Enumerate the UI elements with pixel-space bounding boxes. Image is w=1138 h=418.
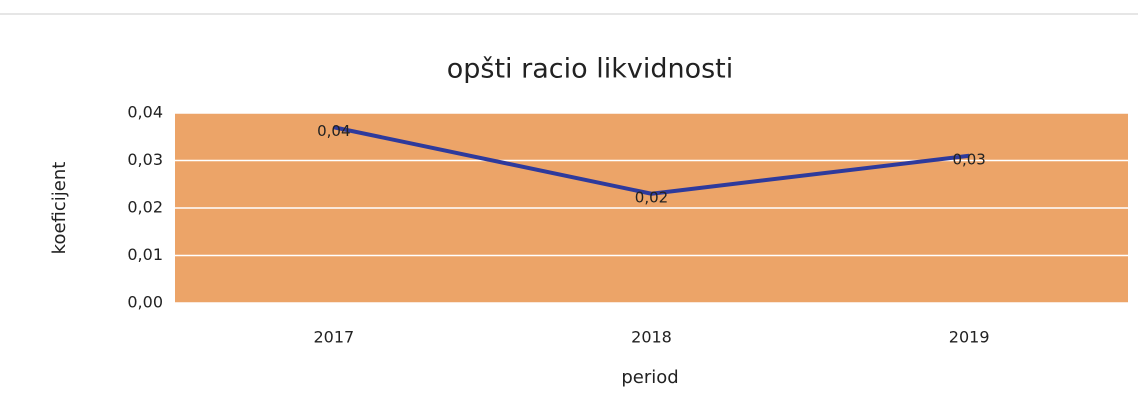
y-tick-label: 0,02 <box>127 198 163 217</box>
chart-title: opšti racio likvidnosti <box>447 54 734 85</box>
y-axis-label: koeficijent <box>49 162 70 255</box>
y-tick-label: 0,00 <box>127 293 163 312</box>
data-label: 0,02 <box>635 188 668 206</box>
x-tick-label: 2017 <box>313 328 354 347</box>
y-tick-label: 0,03 <box>127 150 163 169</box>
y-tick-label: 0,04 <box>127 103 163 122</box>
data-line <box>333 125 970 196</box>
x-tick-label: 2019 <box>949 328 990 347</box>
data-label: 0,04 <box>317 122 350 140</box>
x-axis-label: period <box>621 367 678 388</box>
data-label: 0,03 <box>952 150 985 168</box>
x-tick-label: 2018 <box>631 328 672 347</box>
y-tick-label: 0,01 <box>127 245 163 264</box>
